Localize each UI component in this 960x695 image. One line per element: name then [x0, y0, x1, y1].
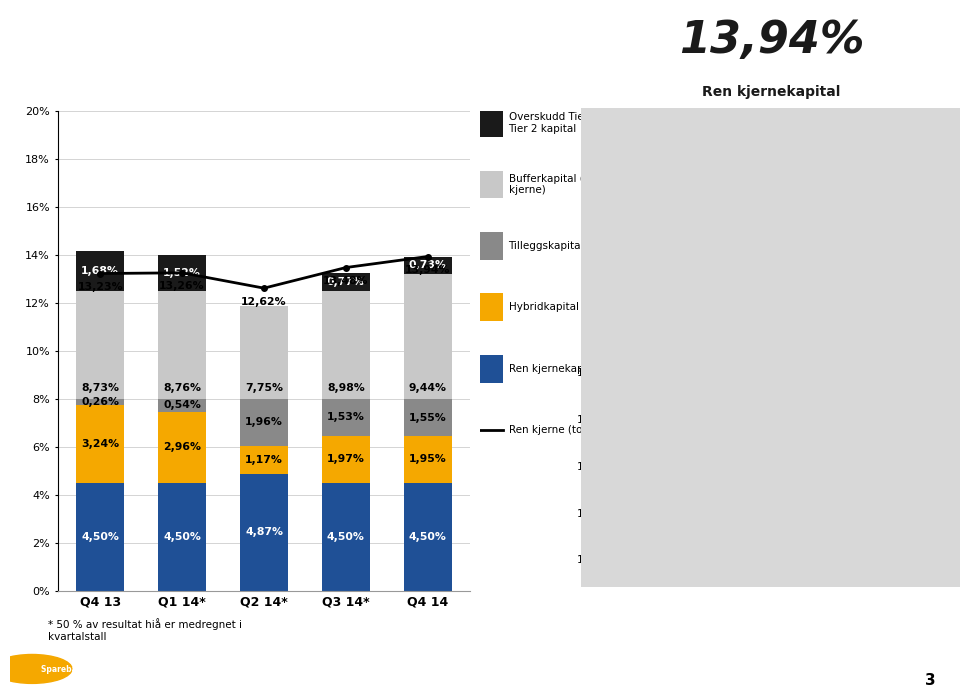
Bar [158, 291, 205, 399]
Text: 13,26%: 13,26% [159, 281, 204, 291]
Text: 4,87%: 4,87% [245, 528, 283, 537]
Bar [404, 256, 451, 274]
Text: Per 31.12.2014: Per 31.12.2014 [226, 81, 346, 95]
Bar [404, 436, 451, 483]
Text: 8,98%: 8,98% [327, 383, 365, 393]
Text: Overskudd Tier 1 og
Tier 2 kapital: Overskudd Tier 1 og Tier 2 kapital [509, 113, 613, 134]
Bar [77, 483, 124, 591]
Bar [323, 436, 370, 483]
Bar [77, 251, 124, 291]
Bar [323, 291, 370, 399]
Bar [323, 272, 370, 291]
Text: Ren kjernekapital: Ren kjernekapital [509, 363, 600, 374]
Text: 1,53%: 1,53% [327, 412, 365, 423]
Text: 3,24%: 3,24% [81, 439, 119, 449]
FancyBboxPatch shape [480, 293, 503, 321]
Text: 1,68%: 1,68% [82, 266, 119, 276]
Bar [158, 412, 205, 483]
Text: •: • [601, 188, 610, 204]
Text: 4,50%: 4,50% [163, 532, 201, 542]
Text: 12,62%: 12,62% [241, 297, 287, 306]
Bar [240, 446, 288, 474]
Text: 1,96%: 1,96% [245, 418, 283, 427]
Bar [404, 399, 451, 436]
FancyBboxPatch shape [480, 171, 503, 198]
Text: 13,23%: 13,23% [780, 436, 828, 446]
Text: 8,73%: 8,73% [82, 383, 119, 393]
Bar [158, 483, 205, 591]
Bar [77, 291, 124, 399]
Text: Nye kapitalkrav er implementert
(CRD IV): Nye kapitalkrav er implementert (CRD IV) [634, 137, 838, 167]
Circle shape [0, 655, 72, 683]
Bar [158, 254, 205, 291]
Text: * 50 % av resultat hiå er medregnet i
kvartalstall: * 50 % av resultat hiå er medregnet i kv… [48, 619, 242, 642]
Text: 7,75%: 7,75% [245, 383, 283, 393]
Bar [404, 274, 451, 399]
Text: Hybridkapital: Hybridkapital [509, 302, 579, 312]
Text: Ren kjerne (total): Ren kjerne (total) [509, 425, 599, 435]
Bar [77, 405, 124, 483]
Bar [240, 306, 288, 399]
Text: 3: 3 [925, 673, 936, 688]
Text: 0,77%: 0,77% [327, 277, 365, 287]
Text: 13,23%: 13,23% [78, 282, 123, 292]
Text: 0,73%: 0,73% [409, 260, 446, 270]
Text: 13,48%: 13,48% [324, 276, 369, 286]
Text: 8,76%: 8,76% [163, 383, 201, 393]
Text: 1,97%: 1,97% [327, 455, 365, 464]
Text: 4,50%: 4,50% [327, 532, 365, 542]
Bar [404, 483, 451, 591]
Text: 13,94%: 13,94% [405, 265, 450, 275]
Bar [323, 483, 370, 591]
Text: 1,95%: 1,95% [409, 455, 446, 464]
Text: 1,55%: 1,55% [409, 413, 446, 423]
Text: Ren kjernekapital: Ren kjernekapital [702, 85, 841, 99]
Text: Sparebanken Øst: Sparebanken Øst [41, 664, 115, 673]
FancyBboxPatch shape [480, 355, 503, 382]
Text: 2,96%: 2,96% [163, 442, 201, 452]
Text: 9,44%: 9,44% [409, 383, 446, 393]
Text: Tilleggskapital: Tilleggskapital [509, 241, 584, 251]
Text: Mål om 14 % ren kjerne: Mål om 14 % ren kjerne [634, 237, 782, 251]
Text: •: • [601, 277, 610, 293]
Bar [240, 474, 288, 591]
Text: •: • [601, 137, 610, 152]
Bar [158, 399, 205, 412]
Bar [240, 399, 288, 446]
Title: Ren kjerne (total): Ren kjerne (total) [708, 357, 842, 369]
FancyBboxPatch shape [480, 109, 503, 137]
Text: Bufferkapital (ren
kjerne): Bufferkapital (ren kjerne) [509, 174, 600, 195]
Text: 1,17%: 1,17% [245, 455, 283, 465]
Bar [323, 399, 370, 436]
Text: 4,50%: 4,50% [409, 532, 446, 542]
Text: •: • [601, 237, 610, 252]
Text: 12,76%: 12,76% [708, 459, 756, 468]
Text: 0,54%: 0,54% [163, 400, 201, 411]
Text: 12,07%: 12,07% [636, 491, 684, 501]
Text: Meget godt kapitalisert per
i dag: Meget godt kapitalisert per i dag [634, 188, 804, 218]
Text: Overgangsordning for urealiserte
gevinster på aksjer tilgjengelig for
salg gjeld: Overgangsordning for urealiserte gevinst… [634, 277, 849, 326]
Bar [77, 399, 124, 405]
Text: 4,50%: 4,50% [82, 532, 119, 542]
Text: 13,94%: 13,94% [679, 19, 864, 63]
Text: 1,52%: 1,52% [163, 268, 201, 278]
Text: Kapitalsituasjon: Kapitalsituasjon [133, 26, 438, 60]
Text: 13,94%: 13,94% [852, 403, 900, 413]
FancyBboxPatch shape [480, 232, 503, 260]
Text: 0,26%: 0,26% [82, 397, 119, 407]
